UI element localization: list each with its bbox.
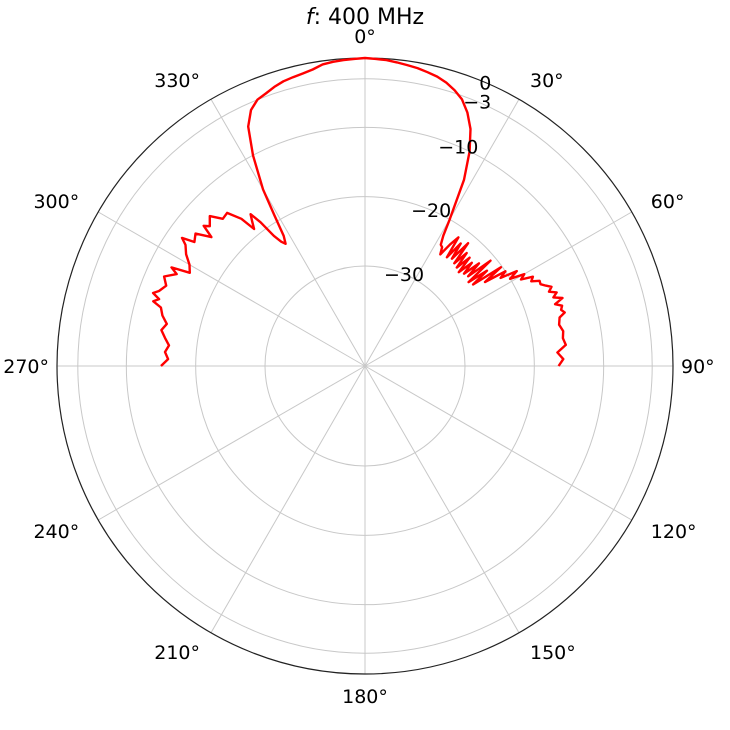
theta-tick-label: 60° [651,191,685,213]
axis-labels: 0° 30° 60° 90° 120° 150° 180° 210° 240° 270° 300° 3… [3,26,714,708]
r-gridline [195,196,535,536]
polar-grid [56,57,674,675]
chart-title: f: 400 MHz [306,5,424,30]
r-gridline [77,78,653,654]
theta-gridline [98,211,366,367]
theta-gridline [364,365,632,521]
theta-gridline [364,365,520,633]
series-line [151,56,567,367]
theta-tick-label: 330° [154,70,200,92]
r-tick-label: −3 [463,92,491,114]
theta-tick-label: 270° [3,356,49,378]
theta-tick-label: 180° [342,686,388,708]
r-gridline [264,265,466,467]
r-tick-label: −10 [438,136,478,158]
data-layer [151,56,567,367]
theta-tick-label: 210° [154,642,200,664]
theta-tick-label: 30° [530,70,564,92]
r-tick-label: 0 [479,72,491,94]
chart-title-prefix: f [306,5,317,30]
theta-tick-label: 120° [651,521,697,543]
theta-tick-label: 240° [33,521,79,543]
theta-gridline [210,365,366,633]
theta-tick-label: 300° [33,191,79,213]
r-tick-label: −30 [384,264,424,286]
theta-gridline [98,365,366,521]
theta-tick-label: 90° [681,356,715,378]
chart-title-text: : 400 MHz [314,5,424,30]
r-gridline [125,126,605,606]
theta-gridline [364,211,632,367]
theta-tick-label: 150° [530,642,576,664]
theta-gridline [210,99,366,367]
r-tick-label: −20 [411,200,451,222]
theta-tick-label: 0° [354,26,376,48]
theta-gridline [364,99,520,367]
